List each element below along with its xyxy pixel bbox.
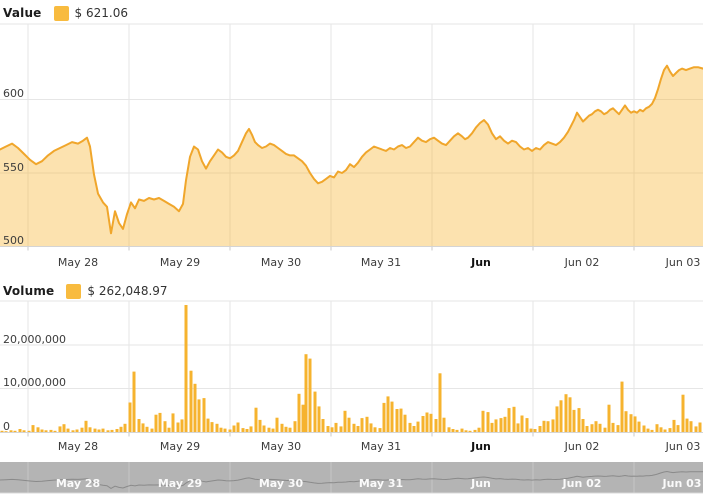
volume-x-axis-label: May 31 [360, 440, 402, 453]
navigator-date-label: Jun 03 [662, 477, 702, 490]
volume-y-axis-label: 10,000,000 [3, 376, 66, 389]
volume-legend-current: $ 262,048.97 [87, 284, 168, 298]
volume-legend-title: Volume [3, 284, 55, 298]
value-x-axis-label: Jun 02 [564, 256, 600, 269]
volume-x-axis-label: May 29 [159, 440, 201, 453]
value-x-axis-label: May 29 [159, 256, 201, 269]
value-x-axis-label: Jun 03 [665, 256, 701, 269]
volume-x-axis-label: May 28 [57, 440, 99, 453]
value-legend: Value $ 621.06 [3, 5, 128, 21]
value-legend-title: Value [3, 6, 42, 20]
value-y-axis-label: 600 [3, 87, 24, 100]
volume-x-axis-label: Jun [471, 440, 491, 453]
volume-y-axis-label: 0 [3, 420, 10, 433]
volume-x-axis-label: Jun 02 [564, 440, 600, 453]
value-y-axis-label: 500 [3, 234, 24, 247]
value-x-axis-label: May 30 [260, 256, 302, 269]
volume-series-swatch-icon [66, 283, 82, 299]
navigator-date-label: Jun 02 [562, 477, 602, 490]
value-x-axis-label: Jun [471, 256, 491, 269]
volume-x-axis-label: Jun 03 [665, 440, 701, 453]
value-x-axis-label: May 31 [360, 256, 402, 269]
navigator-date-label: May 29 [157, 477, 203, 490]
volume-legend: Volume $ 262,048.97 [3, 283, 168, 299]
value-series-swatch-icon [53, 5, 69, 21]
navigator-date-label: May 30 [258, 477, 304, 490]
value-x-axis-label: May 28 [57, 256, 99, 269]
navigator-date-label: Jun [471, 477, 491, 490]
navigator-date-label: May 31 [358, 477, 404, 490]
volume-x-axis-label: May 30 [260, 440, 302, 453]
value-y-axis-label: 550 [3, 160, 24, 174]
navigator-date-label: May 28 [55, 477, 101, 490]
value-legend-current: $ 621.06 [74, 6, 128, 20]
navigator-range-selector[interactable] [0, 462, 703, 493]
volume-y-axis-label: 20,000,000 [3, 332, 66, 346]
